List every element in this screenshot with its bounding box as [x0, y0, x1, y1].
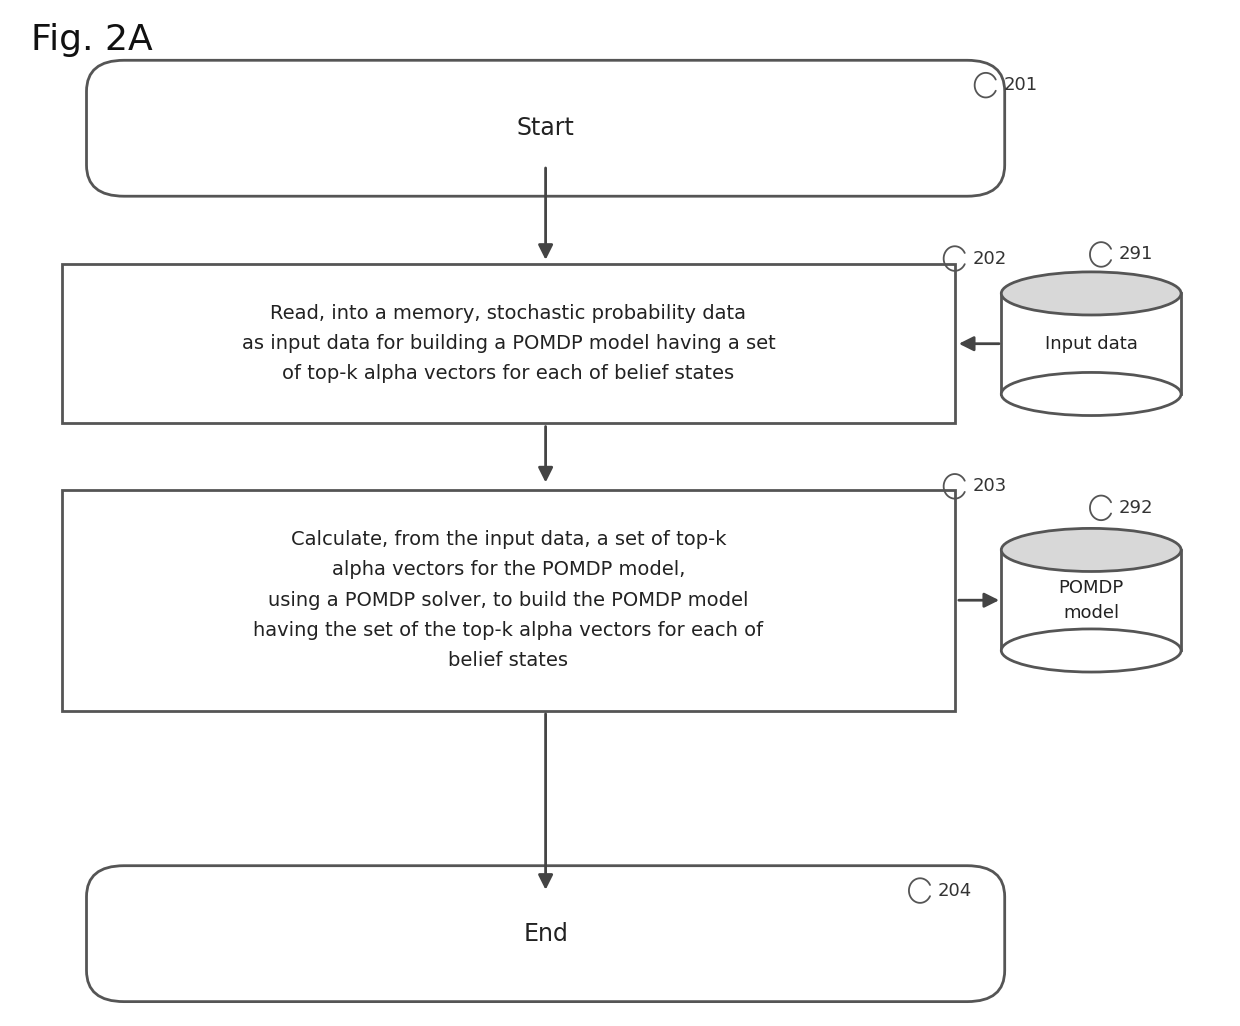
Text: 201: 201	[1003, 76, 1038, 94]
Text: 204: 204	[937, 881, 972, 900]
Ellipse shape	[1002, 272, 1182, 315]
Text: Read, into a memory, stochastic probability data
as input data for building a PO: Read, into a memory, stochastic probabil…	[242, 304, 775, 384]
Text: 202: 202	[972, 249, 1007, 268]
FancyBboxPatch shape	[87, 866, 1004, 1001]
Text: 291: 291	[1118, 245, 1153, 264]
Ellipse shape	[1002, 629, 1182, 672]
FancyBboxPatch shape	[87, 61, 1004, 196]
Text: 292: 292	[1118, 499, 1153, 517]
Polygon shape	[1002, 550, 1180, 650]
Polygon shape	[1002, 293, 1180, 394]
Text: Input data: Input data	[1045, 334, 1137, 353]
Text: Calculate, from the input data, a set of top-k
alpha vectors for the POMDP model: Calculate, from the input data, a set of…	[253, 530, 764, 670]
Text: Start: Start	[517, 116, 574, 141]
Text: POMDP
model: POMDP model	[1059, 579, 1123, 622]
Ellipse shape	[1002, 372, 1182, 416]
Bar	[62, 490, 955, 710]
Text: 203: 203	[972, 477, 1007, 496]
Ellipse shape	[1002, 528, 1182, 571]
Bar	[62, 264, 955, 424]
Text: Fig. 2A: Fig. 2A	[31, 23, 153, 56]
Text: End: End	[523, 921, 568, 946]
